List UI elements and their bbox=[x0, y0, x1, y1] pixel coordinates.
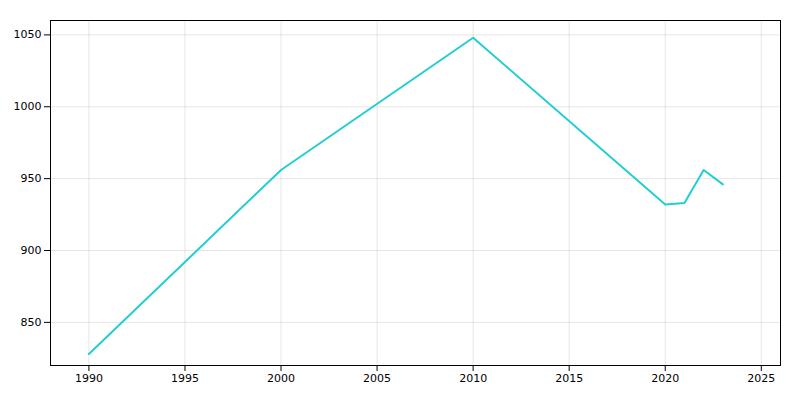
svg-text:850: 850 bbox=[21, 316, 42, 329]
svg-text:2020: 2020 bbox=[651, 372, 679, 385]
svg-text:2000: 2000 bbox=[267, 372, 295, 385]
svg-text:2010: 2010 bbox=[459, 372, 487, 385]
svg-text:900: 900 bbox=[21, 244, 42, 257]
svg-text:950: 950 bbox=[21, 172, 42, 185]
svg-text:2005: 2005 bbox=[363, 372, 391, 385]
svg-text:2015: 2015 bbox=[555, 372, 583, 385]
svg-text:1000: 1000 bbox=[14, 100, 42, 113]
svg-text:1995: 1995 bbox=[171, 372, 199, 385]
svg-text:1990: 1990 bbox=[75, 372, 103, 385]
svg-text:2025: 2025 bbox=[747, 372, 775, 385]
svg-text:1050: 1050 bbox=[14, 28, 42, 41]
